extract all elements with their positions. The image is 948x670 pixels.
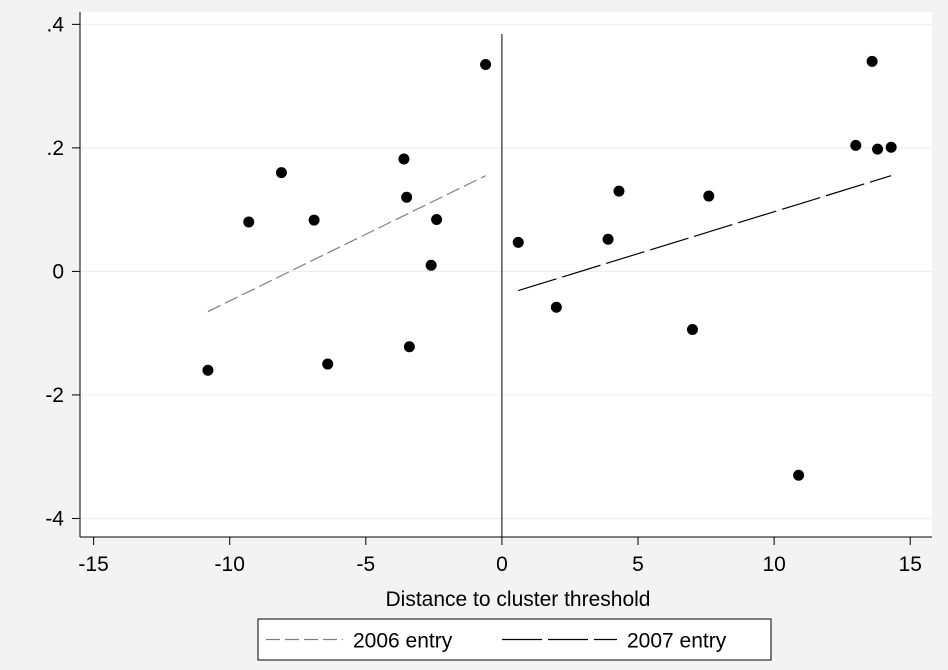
scatter-point [866,55,878,67]
fit-lines [207,175,892,313]
x-tick-label: 10 [762,553,785,576]
x-tick-label: -10 [215,553,245,576]
fit-line [518,175,892,292]
scatter-point [686,323,698,335]
y-tick-label: -4 [45,507,64,530]
x-tick-label: -5 [356,553,375,576]
scatter-point [613,185,625,197]
scatter-point [202,364,214,376]
scatter-point [602,233,614,245]
legend-label: 2006 entry [353,630,453,653]
scatter-point [403,341,415,353]
scatter-point [512,236,524,248]
scatter-point [322,358,334,370]
scatter-point [872,143,884,155]
y-tick-label: 0 [52,260,64,283]
fit-line [207,175,486,313]
scatter-point [431,214,443,226]
x-tick-label: 15 [899,553,922,576]
scatter-point [850,139,862,151]
x-tick-label: 0 [496,553,508,576]
scatter-point [398,153,410,165]
scatter-point [425,259,437,271]
scatter-point [885,141,897,153]
legend-label: 2007 entry [627,630,727,653]
x-tick-label: 5 [632,553,644,576]
x-axis-label: Distance to cluster threshold [386,588,651,611]
grid [80,23,932,519]
scatter-point [480,59,492,70]
plot-area [80,12,932,537]
scatter-point [243,216,255,228]
axes: .4 .2 0 -2 -4 -15 -10 -5 0 5 10 15 [45,12,932,576]
y-tick-label: -2 [45,384,64,407]
scatter-point [308,214,320,226]
legend: 2006 entry 2007 entry [257,618,772,661]
y-tick-label: .4 [46,13,64,36]
scatter-point [401,191,413,203]
scatter-point [275,167,287,179]
scatter-point [793,469,805,481]
x-tick-label: -15 [78,553,108,576]
scatter-point [550,301,562,313]
scatter-point [703,190,715,202]
data-points [202,55,897,481]
y-tick-label: .2 [46,137,64,160]
